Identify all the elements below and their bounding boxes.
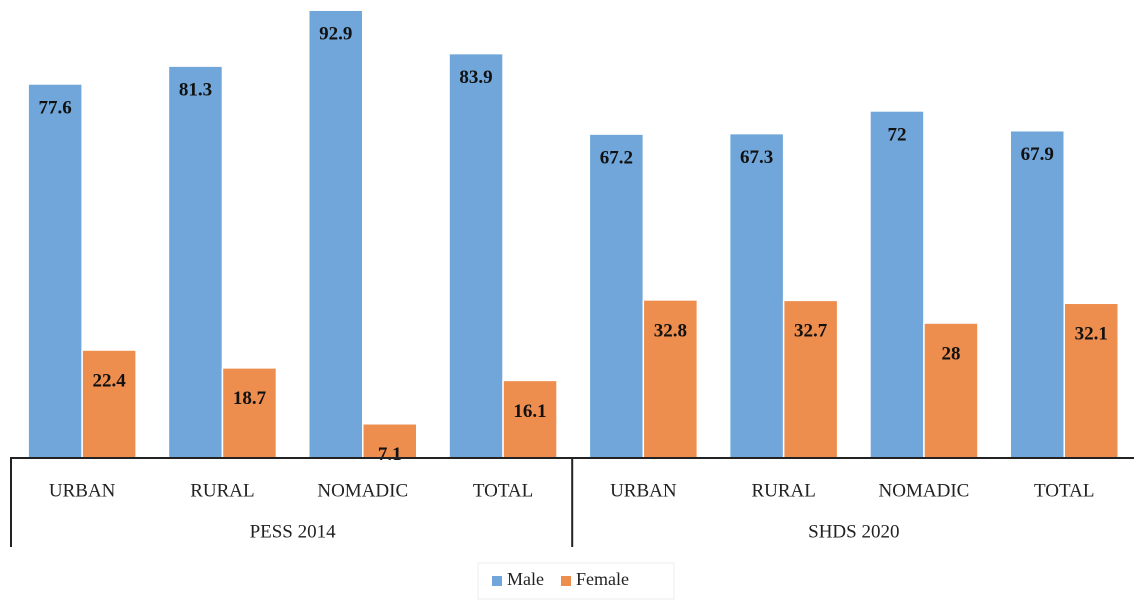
data-label: 7.1: [378, 444, 402, 465]
data-label: 18.7: [233, 388, 267, 409]
bar: [1009, 129, 1065, 459]
data-label: 32.8: [654, 320, 687, 341]
x-tick-label: RURAL: [751, 480, 815, 501]
data-label: 83.9: [459, 67, 492, 88]
data-label: 72: [887, 124, 906, 145]
bar: [588, 133, 645, 459]
bar: [502, 379, 558, 459]
bar: [728, 132, 785, 459]
legend-swatch: [560, 576, 571, 586]
data-label: 32.7: [794, 321, 828, 342]
x-tick-label: TOTAL: [473, 480, 533, 501]
bar: [782, 299, 839, 459]
bar: [1063, 302, 1119, 459]
legend-swatch: [492, 576, 502, 586]
data-label: 67.9: [1021, 144, 1054, 165]
legend-label: Male: [507, 569, 544, 589]
data-label: 16.1: [513, 401, 546, 422]
legend: Male Female: [477, 562, 675, 600]
bar: [869, 110, 925, 459]
data-label: 67.3: [740, 147, 773, 168]
data-label: 67.2: [600, 147, 633, 168]
data-label: 28: [941, 343, 960, 364]
legend-label: Female: [576, 569, 629, 589]
x-tick-label: TOTAL: [1034, 480, 1094, 501]
group-label: PESS 2014: [250, 521, 337, 542]
x-tick-label: NOMADIC: [879, 480, 970, 501]
bar: [448, 52, 504, 459]
group-label: SHDS 2020: [808, 521, 899, 542]
x-tick-label: URBAN: [610, 480, 677, 501]
data-label: 32.1: [1075, 324, 1108, 345]
bar: [27, 83, 83, 459]
bar: [923, 322, 979, 459]
x-tick-label: URBAN: [49, 480, 116, 501]
bar: [362, 423, 418, 459]
data-label: 77.6: [39, 97, 72, 118]
data-label: 81.3: [179, 79, 212, 100]
bar: [308, 9, 364, 459]
bar: [81, 349, 137, 459]
bar: [221, 367, 278, 459]
legend-frame: [477, 562, 675, 600]
data-label: 92.9: [319, 24, 352, 45]
bar: [167, 65, 224, 459]
data-label: 22.4: [93, 370, 127, 391]
x-tick-label: NOMADIC: [317, 480, 408, 501]
x-tick-label: RURAL: [190, 480, 254, 501]
